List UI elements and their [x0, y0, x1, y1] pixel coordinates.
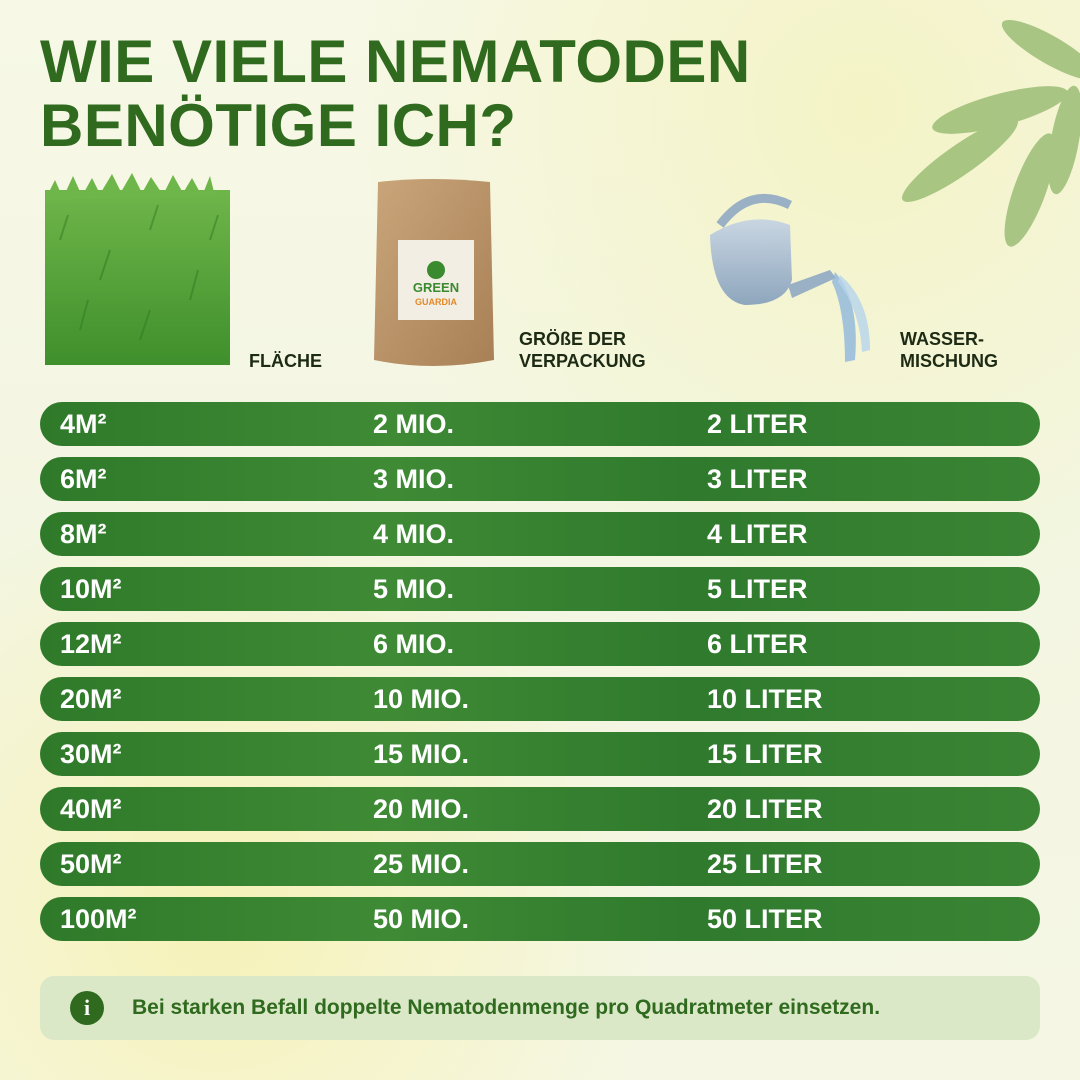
title-line: BENÖTIGE ICH? [40, 92, 517, 159]
table-cell: 25 LITER [707, 849, 823, 879]
table-cell: 4 MIO. [373, 519, 455, 549]
package-label: GREEN [413, 280, 459, 295]
table-cell: 2 MIO. [373, 409, 455, 439]
column-header: FLÄCHE [249, 350, 322, 372]
table-cell: 10M² [60, 574, 122, 604]
table-cell: 6 MIO. [373, 629, 455, 659]
table-cell: 6M² [60, 464, 107, 494]
package-label: GUARDIA [415, 297, 457, 307]
table-cell: 4M² [60, 409, 107, 439]
table-cell: 12M² [60, 629, 122, 659]
table-cell: 50 MIO. [373, 904, 470, 934]
table-cell: 15 LITER [707, 739, 823, 769]
note-box: i Bei starken Befall doppelte Nematodenm… [40, 976, 1040, 1040]
table-cell: 10 MIO. [373, 684, 470, 714]
table-cell: 6 LITER [707, 629, 808, 659]
table-cell: 4 LITER [707, 519, 808, 549]
table-row: 30M² 15 MIO. 15 LITER [40, 732, 1040, 776]
header-line: MISCHUNG [900, 351, 998, 371]
table-row: 100M² 50 MIO. 50 LITER [40, 897, 1040, 941]
table-row: 20M² 10 MIO. 10 LITER [40, 677, 1040, 721]
table-cell: 8M² [60, 519, 107, 549]
grass-image [45, 173, 230, 365]
header-line: FLÄCHE [249, 351, 322, 371]
info-icon: i [70, 991, 104, 1025]
table-cell: 3 MIO. [373, 464, 455, 494]
table-row: 12M² 6 MIO. 6 LITER [40, 622, 1040, 666]
illustrations: GREEN GUARDIA [45, 19, 1080, 366]
table-cell: 5 LITER [707, 574, 808, 604]
table-cell: 30M² [60, 739, 122, 769]
table-cell: 2 LITER [707, 409, 808, 439]
table-cell: 20 LITER [707, 794, 823, 824]
table-cell: 5 MIO. [373, 574, 455, 604]
watering-can-image [710, 193, 870, 362]
table-row: 4M² 2 MIO. 2 LITER [40, 402, 1040, 446]
title: WIE VIELE NEMATODEN BENÖTIGE ICH? [40, 30, 751, 158]
table-row: 6M² 3 MIO. 3 LITER [40, 457, 1040, 501]
table-cell: 15 MIO. [373, 739, 470, 769]
table-cell: 20M² [60, 684, 122, 714]
table-cell: 25 MIO. [373, 849, 470, 879]
table-row: 40M² 20 MIO. 20 LITER [40, 787, 1040, 831]
title-line: WIE VIELE NEMATODEN [40, 28, 751, 95]
table-row: 50M² 25 MIO. 25 LITER [40, 842, 1040, 886]
table-cell: 40M² [60, 794, 122, 824]
table-cell: 100M² [60, 904, 137, 934]
table-row: 10M² 5 MIO. 5 LITER [40, 567, 1040, 611]
column-header: GRÖßE DER VERPACKUNG [519, 328, 646, 372]
table-cell: 10 LITER [707, 684, 823, 714]
column-header: WASSER- MISCHUNG [900, 328, 998, 372]
table-cell: 50M² [60, 849, 122, 879]
package-image: GREEN GUARDIA [374, 179, 494, 366]
table-cell: 3 LITER [707, 464, 808, 494]
table-row: 8M² 4 MIO. 4 LITER [40, 512, 1040, 556]
header-line: GRÖßE DER [519, 329, 627, 349]
table-cell: 50 LITER [707, 904, 823, 934]
table-cell: 20 MIO. [373, 794, 470, 824]
leaves [902, 19, 1080, 247]
header-line: WASSER- [900, 329, 985, 349]
note-text: Bei starken Befall doppelte Nematodenmen… [132, 996, 881, 1019]
header-line: VERPACKUNG [519, 351, 646, 371]
